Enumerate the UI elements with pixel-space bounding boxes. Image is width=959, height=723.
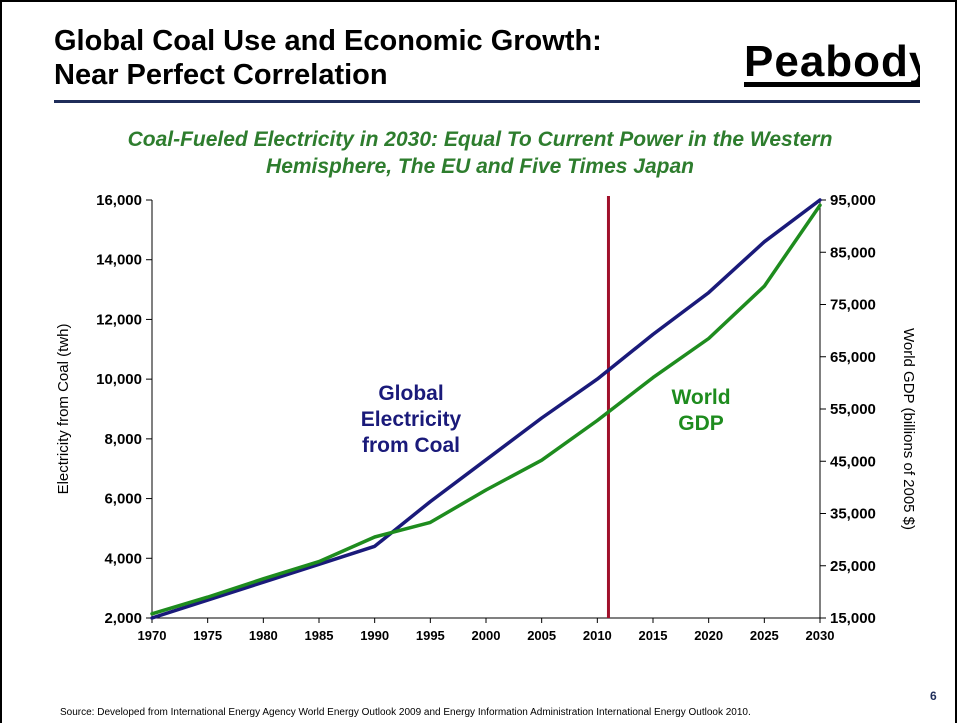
right-axis-title: World GDP (billions of 2005 $)	[900, 328, 917, 530]
gdp-series-label: GDP	[678, 412, 724, 435]
x-tick-label: 2025	[750, 628, 779, 643]
title-rule	[54, 100, 920, 103]
chart-axes: Electricity from Coal (twh) World GDP (bi…	[55, 196, 917, 619]
right-tick-label: 45,000	[830, 453, 876, 470]
left-tick-label: 14,000	[96, 252, 142, 269]
left-tick-label: 12,000	[96, 311, 142, 328]
right-tick-label: 85,000	[830, 244, 876, 261]
logo-underline	[744, 82, 920, 87]
chart-annotations: Global Electricity from Coal World GDP	[361, 382, 731, 457]
right-tick-label: 95,000	[830, 192, 876, 209]
page-number: 6	[930, 689, 937, 703]
right-tick-label: 65,000	[830, 349, 876, 366]
right-tick-label: 15,000	[830, 610, 876, 627]
logo-text: Peabody	[744, 37, 920, 86]
slide-title: Global Coal Use and Economic Growth: Nea…	[54, 24, 734, 92]
world-gdp-line	[150, 203, 822, 616]
right-tick-label: 35,000	[830, 506, 876, 523]
right-tick-label: 75,000	[830, 297, 876, 314]
source-note: Source: Developed from International Ene…	[60, 707, 751, 718]
coal-series-label: Global	[378, 382, 443, 405]
coal-series-label: from Coal	[362, 434, 460, 457]
x-tick-label: 1975	[193, 628, 222, 643]
title-line-1: Global Coal Use and Economic Growth:	[54, 25, 602, 57]
right-tick-label: 25,000	[830, 558, 876, 575]
x-tick-label: 2005	[527, 628, 556, 643]
x-tick-label: 1990	[360, 628, 389, 643]
coal-electricity-line	[150, 198, 822, 620]
left-tick-label: 8,000	[104, 431, 142, 448]
subtitle-line-1: Coal-Fueled Electricity in 2030: Equal T…	[127, 128, 833, 151]
x-tick-label: 2015	[639, 628, 668, 643]
left-tick-label: 16,000	[96, 192, 142, 209]
gdp-series-label: World	[671, 386, 730, 409]
left-tick-label: 10,000	[96, 371, 142, 388]
x-tick-label: 1970	[138, 628, 167, 643]
title-line-2: Near Perfect Correlation	[54, 59, 388, 91]
peabody-logo: Peabody	[744, 37, 920, 87]
x-tick-label: 2010	[583, 628, 612, 643]
coal-series-label: Electricity	[361, 408, 462, 431]
chart-subtitle: Coal-Fueled Electricity in 2030: Equal T…	[40, 126, 920, 180]
subtitle-line-2: Hemisphere, The EU and Five Times Japan	[266, 155, 694, 178]
x-tick-label: 1985	[305, 628, 334, 643]
left-tick-label: 2,000	[104, 610, 142, 627]
left-tick-label: 4,000	[104, 550, 142, 567]
chart-series	[150, 198, 822, 620]
chart-ticks: 2,000 4,000 6,000 8,000 10,000 12,000 14,000 16…	[96, 192, 876, 643]
left-axis-title: Electricity from Coal (twh)	[55, 324, 72, 495]
left-tick-label: 6,000	[104, 491, 142, 508]
x-tick-label: 1980	[249, 628, 278, 643]
x-tick-label: 2030	[806, 628, 835, 643]
x-tick-label: 2000	[472, 628, 501, 643]
right-tick-label: 55,000	[830, 401, 876, 418]
x-tick-label: 2020	[694, 628, 723, 643]
x-tick-label: 1995	[416, 628, 445, 643]
